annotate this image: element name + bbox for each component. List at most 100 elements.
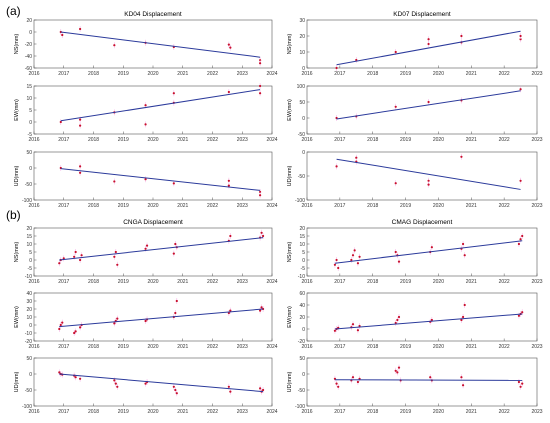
- trend-line: [336, 158, 521, 190]
- data-point: [229, 46, 232, 49]
- data-point: [144, 104, 147, 107]
- data-point: [79, 118, 82, 121]
- y-tick-label: -50: [298, 174, 305, 180]
- data-point: [397, 315, 401, 319]
- data-point: [519, 385, 522, 388]
- data-point: [335, 165, 338, 168]
- subplot-ew: -50 0 50 100 2016 2017 2018 2019 2020 2021 2022 202…: [287, 84, 543, 143]
- data-point: [113, 255, 116, 258]
- x-tick-label: 2019: [118, 203, 129, 209]
- x-tick-label: 2017: [58, 409, 69, 415]
- x-tick-label: 2021: [466, 409, 477, 415]
- trend-line: [60, 31, 261, 58]
- panel-label-a: (a): [6, 4, 21, 18]
- subplot-ns: -10 -5 0 5 10 15 20 2016 2017 2018 2019 2020 2021 202…: [14, 226, 278, 285]
- y-tick-label: 0: [29, 166, 32, 172]
- x-tick-label: 2016: [28, 203, 39, 209]
- y-tick-label: 0: [302, 116, 305, 122]
- x-tick-label: 2018: [367, 71, 378, 77]
- subplot-ns: -10 -5 0 5 10 15 20 2016 2017 2018 2019 2020 2021 202…: [287, 226, 543, 285]
- data-point: [333, 329, 337, 332]
- y-tick-label: -5: [301, 266, 306, 272]
- y-tick-label: 0: [29, 258, 32, 264]
- data-point: [461, 242, 465, 246]
- data-point: [174, 242, 177, 246]
- subplot-ns: 0 10 20 30 2016 2017 2018 2019 2020 2021 2022 2023 N…: [287, 18, 543, 77]
- data-point: [333, 263, 337, 266]
- x-tick-label: 2023: [531, 344, 542, 350]
- y-tick-label: -100: [295, 198, 305, 204]
- x-tick-label: 2020: [147, 279, 158, 285]
- trend-line: [334, 240, 523, 264]
- y-tick-label: 40: [26, 291, 32, 297]
- y-tick-label: -20: [25, 339, 32, 345]
- data-point: [116, 317, 119, 320]
- data-point: [356, 329, 360, 332]
- data-point: [144, 123, 147, 126]
- x-tick-label: 2022: [207, 344, 218, 350]
- trend-line: [59, 308, 264, 328]
- y-tick-label: 15: [26, 84, 32, 90]
- x-tick-label: 2019: [400, 137, 411, 143]
- x-tick-label: 2022: [207, 203, 218, 209]
- trend-line: [334, 379, 523, 381]
- y-tick-label: 0: [29, 372, 32, 378]
- x-tick-label: 2024: [266, 137, 277, 143]
- y-tick-label: 20: [299, 315, 305, 321]
- x-tick-label: 2021: [466, 137, 477, 143]
- data-point: [261, 234, 265, 238]
- y-tick-label: 5: [302, 250, 305, 256]
- x-tick-label: 2019: [118, 409, 129, 415]
- subplot-ew: -20 -10 0 10 20 30 40 2016 2017 2018 2019 2020 2021 2…: [14, 291, 278, 350]
- y-tick-label: -100: [22, 198, 32, 204]
- data-point: [394, 50, 397, 54]
- x-tick-label: 2017: [58, 71, 69, 77]
- data-point: [335, 66, 338, 70]
- x-tick-label: 2020: [147, 71, 158, 77]
- x-tick-label: 2017: [58, 203, 69, 209]
- data-point: [521, 382, 524, 385]
- y-axis-label: EW(mm): [14, 306, 20, 328]
- trend-line: [60, 89, 261, 122]
- data-point: [337, 385, 340, 388]
- y-axis-label: UD(mm): [14, 165, 20, 186]
- data-point: [175, 392, 178, 395]
- data-point: [517, 380, 521, 384]
- data-point: [259, 387, 262, 390]
- y-tick-label: 50: [26, 356, 32, 362]
- x-tick-label: 2019: [400, 409, 411, 415]
- x-tick-label: 2017: [334, 71, 345, 77]
- x-tick-label: 2020: [147, 203, 158, 209]
- x-tick-label: 2016: [28, 71, 39, 77]
- data-point: [79, 171, 82, 174]
- x-tick-label: 2022: [499, 137, 510, 143]
- data-point: [172, 92, 175, 95]
- y-tick-label: 50: [299, 356, 305, 362]
- y-tick-label: -100: [295, 404, 305, 410]
- x-tick-label: 2019: [118, 71, 129, 77]
- x-tick-label: 2020: [433, 137, 444, 143]
- x-tick-label: 2021: [177, 279, 188, 285]
- x-tick-label: 2022: [207, 409, 218, 415]
- y-tick-label: 20: [299, 226, 305, 232]
- x-tick-label: 2017: [334, 344, 345, 350]
- y-tick-label: -20: [298, 339, 305, 345]
- y-tick-label: 60: [299, 291, 305, 297]
- y-axis-label: NS(mm): [287, 242, 293, 263]
- x-tick-label: 2021: [177, 203, 188, 209]
- x-tick-label: 2023: [237, 71, 248, 77]
- data-point: [79, 377, 82, 380]
- data-point: [427, 42, 430, 46]
- y-axis-label: NS(mm): [14, 34, 20, 55]
- x-tick-label: 2018: [88, 409, 99, 415]
- x-tick-label: 2018: [88, 71, 99, 77]
- chart-title: CMAG Displacement: [392, 219, 453, 226]
- data-point: [227, 184, 230, 187]
- data-point: [351, 254, 355, 257]
- y-tick-label: 20: [26, 307, 32, 313]
- y-tick-label: 10: [299, 50, 305, 56]
- axes-frame: [33, 151, 273, 201]
- y-tick-label: 20: [26, 226, 32, 232]
- data-point: [427, 100, 430, 104]
